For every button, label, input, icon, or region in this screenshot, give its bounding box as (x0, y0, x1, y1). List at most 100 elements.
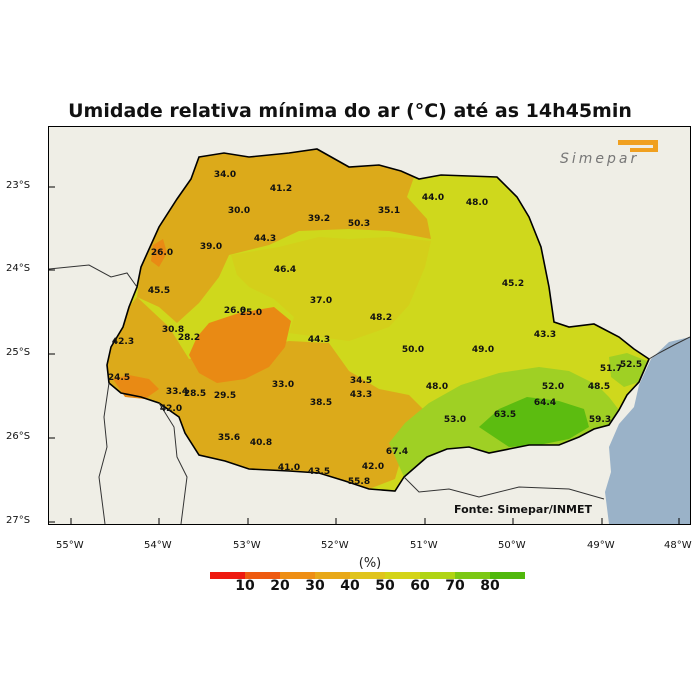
legend-swatch (490, 572, 525, 579)
station-value: 28.5 (184, 389, 206, 399)
station-value: 52.0 (542, 382, 564, 392)
legend-label: 80 (480, 578, 500, 594)
station-value: 45.5 (148, 286, 170, 296)
dry-core-north (151, 239, 167, 267)
tick-marks (49, 186, 680, 524)
legend-swatch (280, 572, 315, 579)
neighbor-border-sp (648, 336, 690, 360)
legend-label: 10 (235, 578, 255, 594)
station-value: 44.3 (254, 234, 276, 244)
station-value: 38.5 (310, 398, 332, 408)
longitude-tick-label: 49°W (587, 540, 615, 551)
station-value: 33.0 (272, 380, 294, 390)
legend-swatch (350, 572, 385, 579)
dry-core-center (189, 307, 291, 383)
station-value: 48.2 (370, 313, 392, 323)
neighbor-border-sw (98, 382, 110, 524)
station-value: 25.0 (240, 308, 262, 318)
legend-swatch (210, 572, 245, 579)
legend-label: 30 (305, 578, 325, 594)
station-values: 34.0 41.2 30.0 39.2 50.3 35.1 44.0 48.0 26.0 39.0… (108, 170, 642, 487)
station-value: 41.0 (278, 463, 300, 473)
longitude-tick-label: 55°W (56, 540, 84, 551)
longitude-tick-label: 53°W (233, 540, 261, 551)
station-value: 53.0 (444, 415, 466, 425)
station-value: 24.5 (108, 373, 130, 383)
station-value: 51.7 (600, 364, 622, 374)
longitude-tick-label: 48°W (664, 540, 692, 551)
longitude-tick-label: 51°W (410, 540, 438, 551)
legend-label: 60 (410, 578, 430, 594)
station-value: 26.0 (224, 306, 246, 316)
station-value: 46.4 (274, 265, 296, 275)
map-svg: 34.0 41.2 30.0 39.2 50.3 35.1 44.0 48.0 26.0 39.0… (49, 148, 690, 524)
latitude-tick-label: 25°S (6, 347, 31, 358)
station-value: 44.0 (422, 193, 444, 203)
station-value: 28.2 (178, 333, 200, 343)
legend-swatch (245, 572, 280, 579)
dry-region (137, 149, 431, 323)
wet-region-coast (609, 353, 647, 387)
station-value: 37.0 (310, 296, 332, 306)
station-value: 55.8 (348, 477, 370, 487)
latitude-tick-label: 26°S (6, 431, 31, 442)
station-value: 59.3 (589, 415, 611, 425)
station-value: 45.2 (502, 279, 524, 289)
station-value: 52.5 (620, 360, 642, 370)
dry-region-south (107, 297, 427, 489)
longitude-tick-label: 50°W (498, 540, 526, 551)
neighbor-border-west (49, 264, 138, 288)
station-value: 42.0 (160, 404, 182, 414)
station-value: 50.0 (402, 345, 424, 355)
station-value: 35.1 (378, 206, 400, 216)
latitude-tick-label: 24°S (6, 263, 31, 274)
station-value: 42.0 (362, 462, 384, 472)
latitude-tick-label: 23°S (6, 180, 31, 191)
legend-swatch (455, 572, 490, 579)
station-value: 43.3 (534, 330, 556, 340)
station-value: 41.2 (270, 184, 292, 194)
station-value: 48.0 (426, 382, 448, 392)
station-value: 30.0 (228, 206, 250, 216)
wettest-region (479, 397, 589, 447)
legend-colorbar (210, 572, 525, 579)
station-value: 50.3 (348, 219, 370, 229)
map-panel: 34.0 41.2 30.0 39.2 50.3 35.1 44.0 48.0 26.0 39.0… (48, 126, 691, 525)
station-value: 33.4 (166, 387, 188, 397)
map-title: Umidade relativa mínima do ar (°C) até a… (68, 100, 632, 122)
station-value: 48.0 (466, 198, 488, 208)
simepar-logo: Simepar (558, 138, 676, 168)
legend-swatch (385, 572, 420, 579)
neighbor-border-south (158, 402, 188, 524)
neighbor-border-sc (403, 476, 605, 500)
longitude-tick-label: 52°W (321, 540, 349, 551)
source-text: Fonte: Simepar/INMET (454, 503, 593, 516)
station-value: 64.4 (534, 398, 556, 408)
station-value: 26.0 (151, 248, 173, 258)
legend-label: 70 (445, 578, 465, 594)
state-boundary (106, 148, 651, 492)
station-value: 67.4 (386, 447, 408, 457)
svg-text:Simepar: Simepar (560, 151, 639, 167)
station-value: 42.3 (112, 337, 134, 347)
station-value: 43.5 (308, 467, 330, 477)
station-value: 49.0 (472, 345, 494, 355)
station-value: 34.5 (350, 376, 372, 386)
legend-unit: (%) (358, 556, 382, 571)
station-value: 63.5 (494, 410, 516, 420)
station-value: 29.5 (214, 391, 236, 401)
sea-area (605, 337, 690, 524)
station-value: 39.0 (200, 242, 222, 252)
station-value: 34.0 (214, 170, 236, 180)
latitude-tick-label: 27°S (6, 515, 31, 526)
legend-label: 50 (375, 578, 395, 594)
station-value: 30.8 (162, 325, 184, 335)
legend-swatch (420, 572, 455, 579)
station-value: 40.8 (250, 438, 272, 448)
station-value: 43.3 (350, 390, 372, 400)
longitude-tick-label: 54°W (144, 540, 172, 551)
station-value: 35.6 (218, 433, 240, 443)
station-value: 39.2 (308, 214, 330, 224)
station-value: 44.3 (308, 335, 330, 345)
station-value: 48.5 (588, 382, 610, 392)
